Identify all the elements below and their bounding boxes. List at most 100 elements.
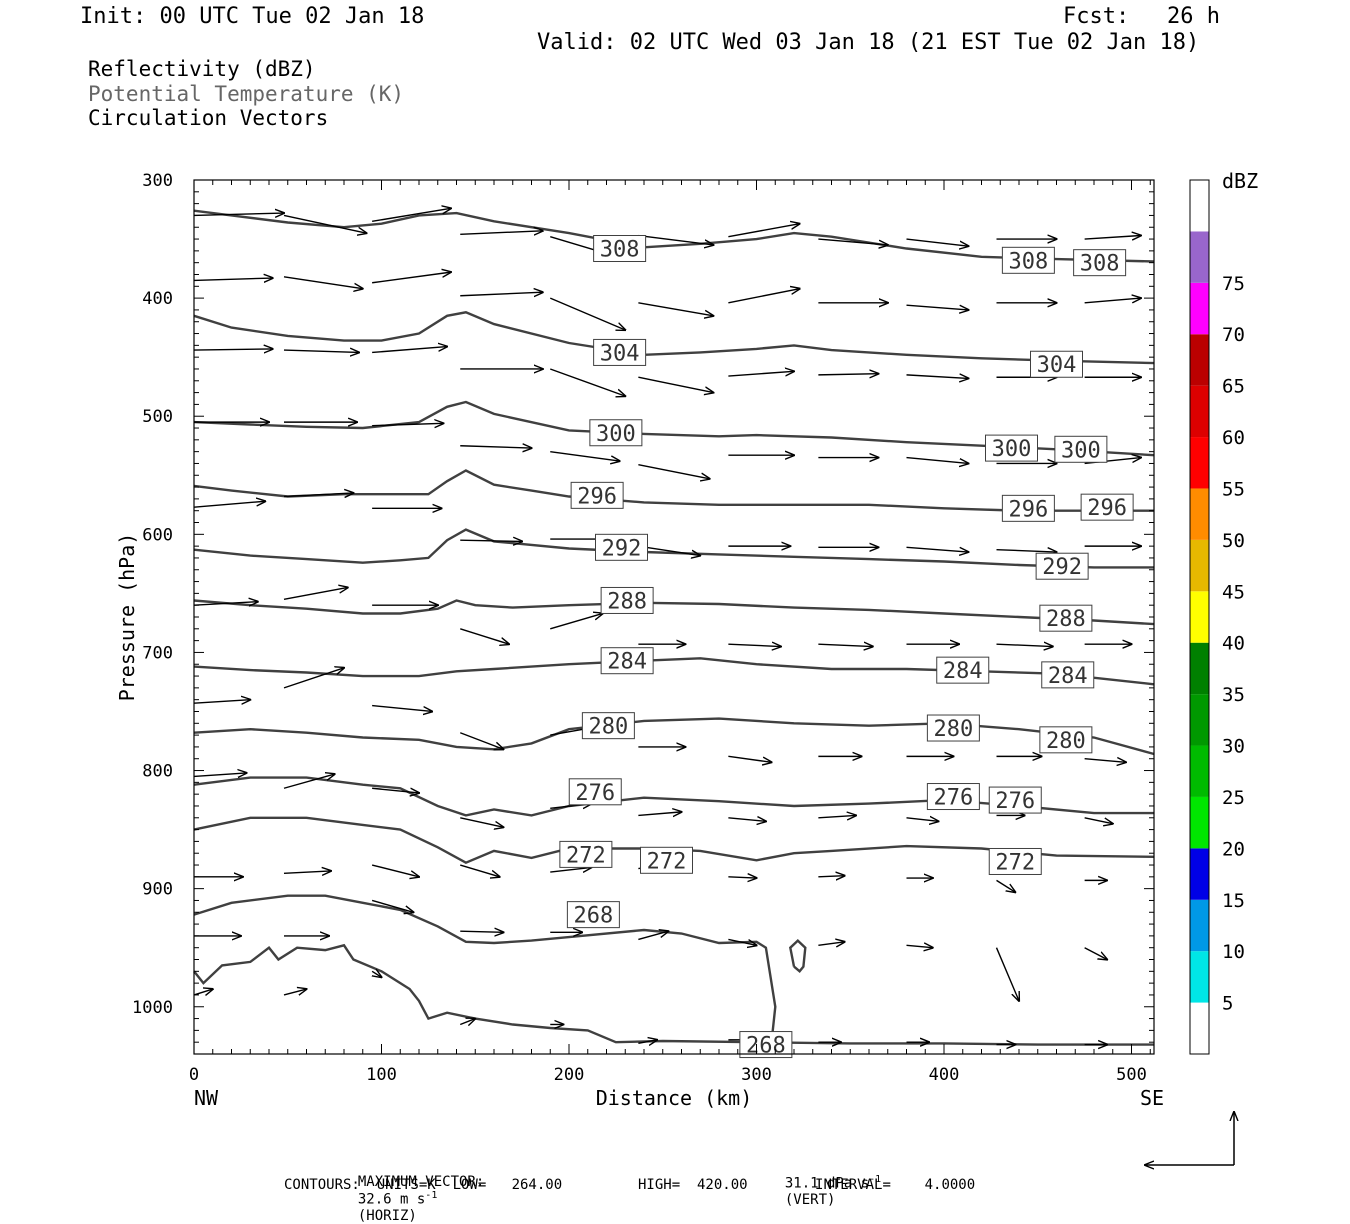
colorbar-level: 45 bbox=[1222, 581, 1245, 603]
colorbar-swatch bbox=[1190, 488, 1209, 540]
field-circulation-vectors: Circulation Vectors bbox=[88, 106, 329, 130]
circulation-vector bbox=[460, 292, 543, 296]
right-end-label: SE bbox=[1140, 1086, 1164, 1110]
colorbar-frame bbox=[1189, 179, 1210, 1055]
contour-label: 308 bbox=[593, 235, 647, 263]
x-axis-label: Distance (km) bbox=[596, 1086, 753, 1110]
circulation-vector bbox=[283, 989, 307, 995]
contour-label-text: 284 bbox=[1048, 664, 1088, 689]
contour-label: 288 bbox=[1039, 604, 1093, 632]
contour-label: 300 bbox=[985, 434, 1038, 462]
circulation-vector bbox=[818, 876, 844, 877]
y-tick-label: 600 bbox=[142, 525, 173, 545]
y-tick-label: 400 bbox=[142, 289, 173, 309]
circulation-vector bbox=[193, 602, 258, 606]
contour-label-text: 304 bbox=[600, 341, 640, 366]
contour-label: 284 bbox=[600, 647, 654, 675]
contour-label-text: 308 bbox=[1009, 249, 1049, 274]
circulation-vector bbox=[1084, 236, 1141, 240]
colorbar-swatch bbox=[1190, 796, 1209, 849]
contour-label-text: 280 bbox=[934, 717, 974, 742]
colorbar-level: 35 bbox=[1222, 684, 1245, 706]
contour-label: 272 bbox=[988, 847, 1042, 875]
circulation-vector bbox=[996, 879, 1016, 892]
contour-labels: 308 308 308 304 304 300 300 300 296 296 296 292 292 2… bbox=[559, 235, 1134, 1059]
colorbar-swatch bbox=[1190, 899, 1209, 952]
circulation-vector bbox=[550, 613, 603, 630]
contours-info: CONTOURS: UNITS=K LOW= 264.00 HIGH= 420.… bbox=[284, 1177, 976, 1193]
colorbar-swatch bbox=[1190, 282, 1209, 335]
colorbar-level: 65 bbox=[1222, 376, 1245, 398]
circulation-vector bbox=[372, 704, 432, 712]
circulation-vector bbox=[996, 644, 1053, 646]
colorbar-swatch bbox=[1190, 642, 1209, 695]
circulation-vector bbox=[372, 971, 381, 977]
contour-288 bbox=[193, 599, 1155, 626]
field-reflectivity: Reflectivity (dBZ) bbox=[88, 57, 316, 81]
colorbar-title: dBZ bbox=[1222, 169, 1258, 193]
circulation-vector bbox=[549, 297, 625, 330]
contour-label-text: 284 bbox=[943, 659, 983, 684]
circulation-vector bbox=[818, 942, 844, 946]
contour-label-text: 272 bbox=[566, 843, 606, 868]
circulation-vector bbox=[193, 773, 247, 777]
unit-exponent-vert: -1 bbox=[869, 1174, 882, 1185]
y-axis-label: Pressure (hPa) bbox=[115, 533, 139, 702]
colorbar-swatch bbox=[1190, 848, 1209, 900]
circulation-vector bbox=[906, 456, 969, 464]
contour-label: 296 bbox=[570, 481, 624, 509]
x-tick-label: 500 bbox=[1116, 1065, 1147, 1085]
circulation-vector bbox=[193, 213, 284, 215]
contour-label: 304 bbox=[1030, 350, 1083, 378]
colorbar-level: 60 bbox=[1222, 427, 1245, 449]
circulation-vector bbox=[460, 446, 531, 448]
circulation-vector bbox=[818, 238, 887, 245]
circulation-vector bbox=[638, 302, 713, 316]
circulation-vector bbox=[1084, 817, 1113, 824]
circulation-vector bbox=[283, 350, 359, 352]
circulation-vector bbox=[550, 867, 591, 872]
unit-exponent: -1 bbox=[425, 1190, 438, 1201]
circulation-vector bbox=[193, 278, 273, 280]
circulation-vector bbox=[459, 732, 503, 750]
contour-label-text: 280 bbox=[589, 715, 629, 740]
colorbar-level: 20 bbox=[1222, 838, 1245, 860]
left-end-label: NW bbox=[194, 1086, 219, 1110]
circulation-vector bbox=[1084, 947, 1108, 960]
circulation-vector bbox=[550, 368, 625, 396]
colorbar-level: 25 bbox=[1222, 787, 1245, 809]
contour-label: 308 bbox=[1001, 246, 1055, 274]
circulation-vector bbox=[906, 304, 969, 310]
contour-label: 296 bbox=[1080, 493, 1134, 521]
colorbar-level: 55 bbox=[1222, 478, 1245, 500]
contour-label: 276 bbox=[926, 783, 980, 811]
colorbar-swatch bbox=[1190, 539, 1209, 592]
contour-label: 268 bbox=[566, 901, 620, 929]
contour-label: 292 bbox=[595, 533, 648, 561]
contour-label: 280 bbox=[581, 712, 635, 740]
contour-label-text: 268 bbox=[574, 904, 614, 929]
contour-label-text: 268 bbox=[746, 1034, 786, 1059]
circulation-vector bbox=[728, 755, 771, 762]
circulation-vector bbox=[372, 788, 419, 793]
colorbar-level: 50 bbox=[1222, 530, 1245, 552]
contour-label: 308 bbox=[1073, 249, 1127, 277]
x-tick-label: 300 bbox=[741, 1065, 772, 1085]
circulation-vector bbox=[283, 587, 348, 600]
max-horiz-tag: (HORIZ) bbox=[357, 1207, 417, 1224]
circulation-vector bbox=[372, 208, 451, 223]
y-tick-label: 900 bbox=[142, 880, 173, 900]
circulation-vector bbox=[1084, 759, 1126, 763]
colorbar-swatch bbox=[1190, 180, 1209, 232]
forecast-hour: 26 h bbox=[1167, 4, 1220, 29]
circulation-vector bbox=[193, 349, 273, 350]
reference-vector bbox=[1145, 1112, 1234, 1165]
circulation-vector bbox=[193, 989, 213, 995]
circulation-vectors bbox=[193, 208, 1141, 1044]
contour-label-text: 284 bbox=[607, 650, 647, 675]
x-tick-label: 100 bbox=[366, 1065, 397, 1085]
contour-label-text: 300 bbox=[1061, 438, 1101, 463]
colorbar-swatch bbox=[1190, 591, 1209, 643]
contour-label-text: 280 bbox=[1046, 729, 1086, 754]
